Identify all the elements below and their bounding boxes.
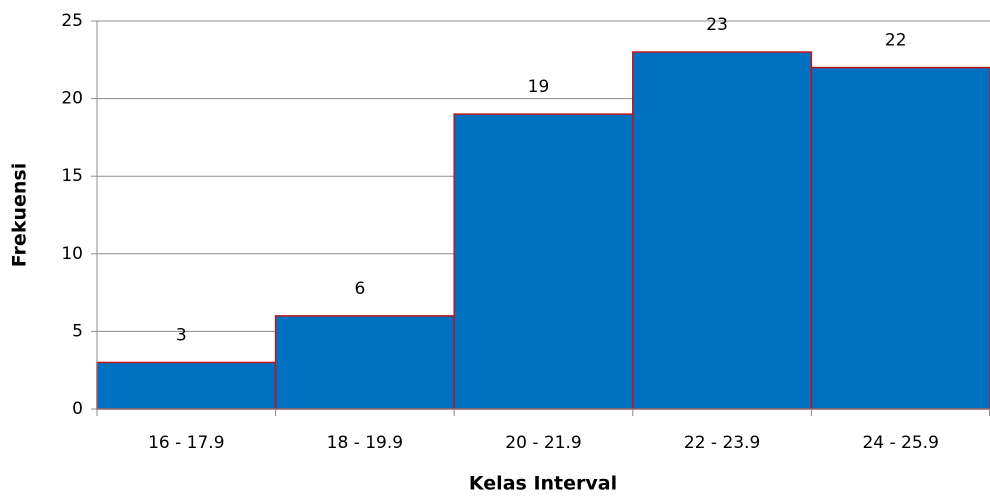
y-tick-label: 25 bbox=[61, 11, 83, 31]
data-label: 3 bbox=[176, 325, 187, 345]
y-tick-label: 5 bbox=[72, 321, 83, 341]
data-label: 23 bbox=[706, 15, 728, 35]
y-tick-label: 0 bbox=[72, 399, 83, 419]
y-tick-label: 15 bbox=[61, 166, 83, 186]
x-tick-label: 24 - 25.9 bbox=[862, 433, 938, 453]
bar bbox=[96, 361, 277, 410]
bar bbox=[453, 113, 634, 410]
x-tick-label: 16 - 17.9 bbox=[148, 433, 224, 453]
data-label: 6 bbox=[354, 279, 365, 299]
x-tick-label: 22 - 23.9 bbox=[684, 433, 760, 453]
y-tick-label: 20 bbox=[61, 89, 83, 109]
bar bbox=[810, 66, 990, 410]
bar bbox=[632, 51, 813, 410]
data-label: 22 bbox=[885, 31, 907, 51]
x-tick-label: 18 - 19.9 bbox=[327, 433, 403, 453]
y-axis-title: Frekuensi bbox=[9, 163, 31, 267]
x-axis-title: Kelas Interval bbox=[469, 473, 617, 495]
bar bbox=[274, 315, 455, 410]
y-tick-label: 10 bbox=[61, 244, 83, 264]
data-label: 19 bbox=[528, 77, 550, 97]
x-tick-label: 20 - 21.9 bbox=[505, 433, 581, 453]
